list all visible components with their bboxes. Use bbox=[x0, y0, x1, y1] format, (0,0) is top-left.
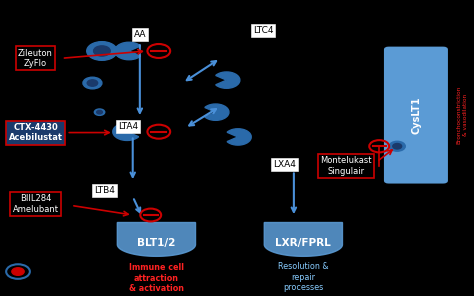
Circle shape bbox=[93, 46, 110, 56]
Text: LTB4: LTB4 bbox=[94, 186, 115, 195]
Polygon shape bbox=[264, 223, 342, 256]
Text: LXA4: LXA4 bbox=[273, 160, 296, 169]
Text: LXR/FPRL: LXR/FPRL bbox=[275, 238, 331, 248]
Wedge shape bbox=[216, 72, 240, 88]
Circle shape bbox=[87, 42, 117, 60]
Wedge shape bbox=[115, 42, 141, 60]
Text: LTA4: LTA4 bbox=[118, 122, 138, 131]
Circle shape bbox=[83, 77, 102, 89]
Text: Montelukast
Singulair: Montelukast Singulair bbox=[320, 156, 372, 176]
Text: BLT1/2: BLT1/2 bbox=[137, 238, 175, 248]
Circle shape bbox=[94, 109, 105, 115]
FancyBboxPatch shape bbox=[384, 46, 448, 184]
Text: CysLT1: CysLT1 bbox=[411, 96, 421, 134]
Text: Zileuton
ZyFlo: Zileuton ZyFlo bbox=[18, 49, 53, 68]
Text: CTX-4430
Acebilustat: CTX-4430 Acebilustat bbox=[9, 123, 63, 142]
Text: Resolution &
repair
processes: Resolution & repair processes bbox=[278, 263, 328, 292]
Polygon shape bbox=[117, 223, 195, 256]
Text: BIIL284
Amelubant: BIIL284 Amelubant bbox=[12, 194, 59, 214]
Wedge shape bbox=[205, 104, 229, 120]
Circle shape bbox=[12, 268, 24, 275]
Circle shape bbox=[393, 144, 401, 149]
Circle shape bbox=[389, 141, 405, 151]
Circle shape bbox=[87, 80, 98, 86]
Wedge shape bbox=[227, 129, 251, 145]
Circle shape bbox=[97, 110, 102, 114]
Text: LTC4: LTC4 bbox=[253, 26, 273, 35]
Text: AA: AA bbox=[134, 30, 146, 39]
Text: Immune cell
attraction
& activation: Immune cell attraction & activation bbox=[129, 263, 184, 293]
Wedge shape bbox=[113, 123, 139, 140]
Text: Bronchoconstriction
& vasodilation: Bronchoconstriction & vasodilation bbox=[457, 86, 467, 144]
